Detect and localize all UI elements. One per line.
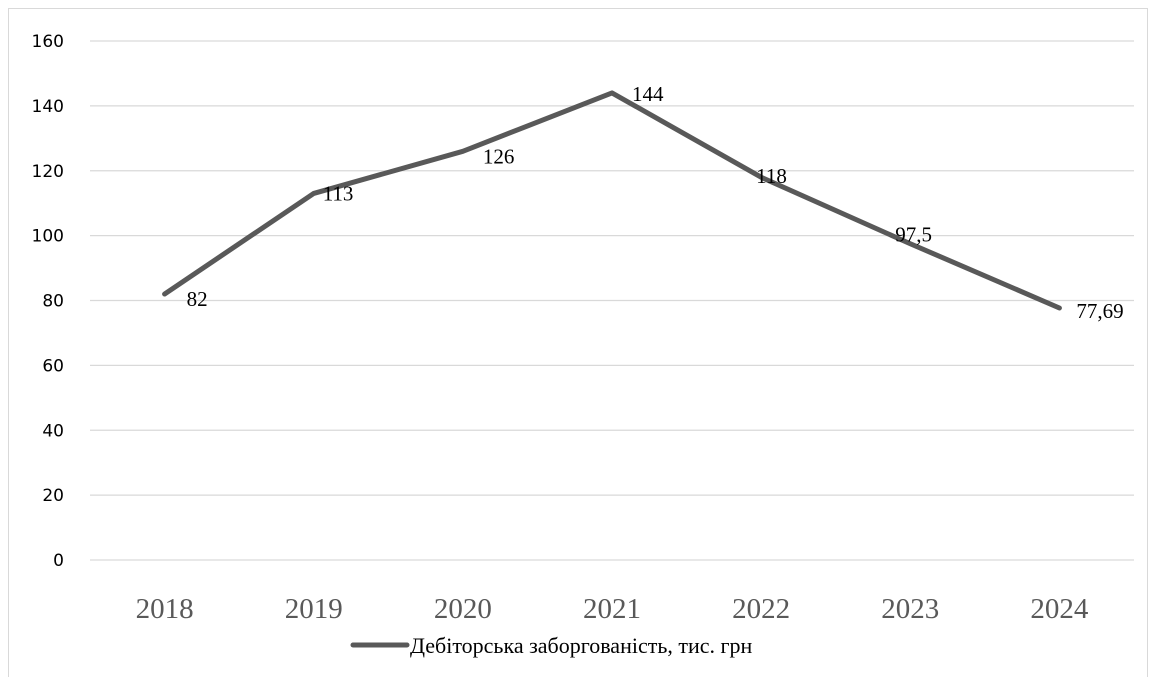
- y-tick-label: 0: [53, 551, 64, 571]
- data-label-2019: 113: [323, 181, 354, 205]
- data-label-2024: 77,69: [1076, 299, 1123, 323]
- data-label-2020: 126: [483, 144, 515, 168]
- y-tick-label: 160: [32, 32, 64, 52]
- y-tick-label: 40: [42, 421, 64, 441]
- y-tick-label: 80: [42, 292, 64, 312]
- x-tick-label: 2023: [881, 593, 939, 625]
- legend-series-label: Дебіторська заборгованість, тис. грн: [410, 633, 753, 658]
- gridlines: [90, 40, 1134, 561]
- data-label-2018: 82: [187, 287, 208, 311]
- chart-frame: [8, 8, 1148, 677]
- y-tick-label: 100: [32, 227, 64, 247]
- legend: Дебіторська заборгованість, тис. грн: [350, 633, 753, 658]
- y-tick-label: 20: [42, 486, 64, 506]
- x-tick-label: 2020: [434, 593, 492, 625]
- x-tick-label: 2018: [136, 593, 194, 625]
- x-tick-label: 2019: [285, 593, 343, 625]
- data-labels: 82 113 126 144 118 97,5 77,69: [187, 82, 1124, 323]
- data-label-2022: 118: [756, 164, 787, 188]
- y-tick-label: 60: [42, 356, 64, 376]
- x-tick-label: 2021: [583, 593, 641, 625]
- y-tick-label: 140: [32, 97, 64, 117]
- y-axis-ticks: 0 20 40 60 80 100 120 140 160: [32, 32, 64, 571]
- data-label-2021: 144: [632, 82, 664, 106]
- x-tick-label: 2024: [1030, 593, 1089, 625]
- y-tick-label: 120: [32, 162, 64, 182]
- x-axis-ticks: 2018 2019 2020 2021 2022 2023 2024: [136, 593, 1089, 625]
- x-tick-label: 2022: [732, 593, 790, 625]
- series-group: [162, 90, 1062, 311]
- data-label-2023: 97,5: [895, 223, 932, 247]
- series-line: [162, 90, 1062, 311]
